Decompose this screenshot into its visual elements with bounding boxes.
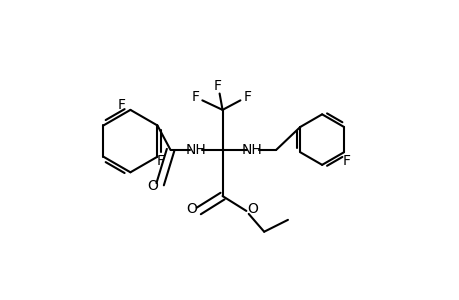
Text: O: O: [185, 202, 196, 216]
Text: F: F: [342, 154, 350, 168]
Text: O: O: [246, 202, 257, 216]
Text: F: F: [117, 98, 125, 112]
Text: O: O: [147, 179, 158, 193]
Text: F: F: [156, 154, 164, 168]
Text: F: F: [213, 79, 222, 93]
Text: NH: NH: [241, 143, 262, 157]
Text: F: F: [243, 89, 251, 103]
Text: NH: NH: [185, 143, 206, 157]
Text: F: F: [191, 89, 199, 103]
